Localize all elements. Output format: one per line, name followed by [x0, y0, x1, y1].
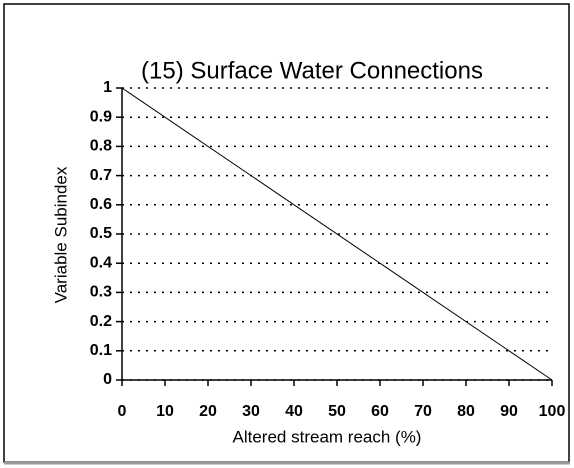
x-tick-label: 70 [414, 403, 432, 420]
x-tick-label: 80 [457, 403, 475, 420]
chart-title: (15) Surface Water Connections [141, 57, 483, 84]
x-tick-label: 0 [118, 403, 127, 420]
data-line [121, 87, 553, 381]
y-tick-label: 0.5 [90, 225, 112, 242]
x-axis-label: Altered stream reach (%) [233, 427, 422, 446]
y-tick-label: 0.6 [90, 196, 112, 213]
x-tick-label: 50 [328, 403, 346, 420]
y-tick-label: 0.8 [90, 138, 112, 155]
y-tick-label: 0.2 [90, 313, 112, 330]
frame [3, 3, 570, 463]
y-tick-label: 1 [103, 79, 112, 96]
y-tick-label: 0.3 [90, 284, 112, 301]
y-tick-label: 0.9 [90, 108, 112, 125]
y-tick-label: 0.1 [90, 342, 112, 359]
y-axis-label: Variable Subindex [51, 166, 70, 303]
x-tick-label: 100 [539, 403, 566, 420]
x-tick-label: 30 [242, 403, 260, 420]
x-tick-label: 90 [500, 403, 518, 420]
y-tick-label: 0 [103, 371, 112, 388]
x-tick-label: 40 [285, 403, 303, 420]
y-tick-label: 0.7 [90, 167, 112, 184]
y-tick-label: 0.4 [90, 254, 112, 271]
x-tick-label: 60 [371, 403, 389, 420]
x-tick-label: 10 [156, 403, 174, 420]
x-tick-label: 20 [199, 403, 217, 420]
